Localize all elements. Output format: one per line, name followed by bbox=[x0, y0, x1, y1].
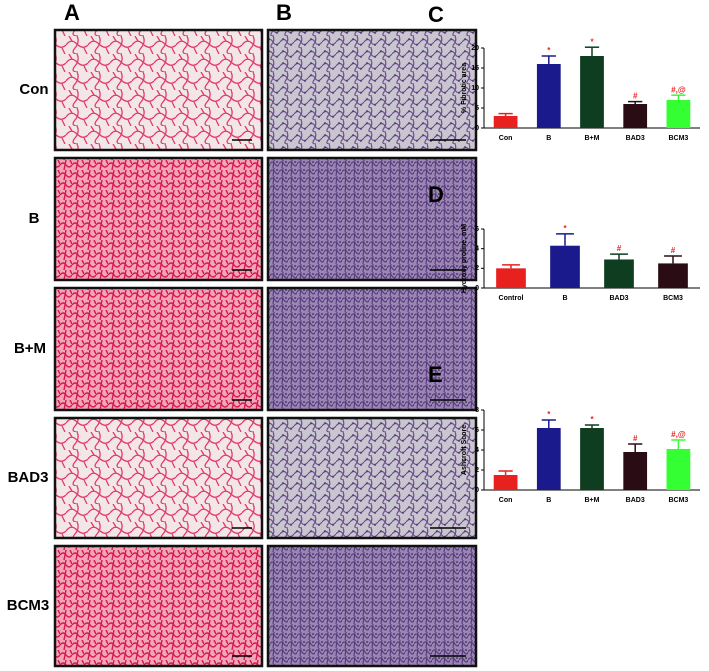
bar bbox=[496, 268, 526, 288]
histology-column-a bbox=[53, 28, 264, 668]
bar bbox=[580, 56, 604, 128]
y-tick-label: 6 bbox=[475, 226, 479, 233]
y-tick-label: 0 bbox=[475, 487, 479, 494]
y-tick-label: 4 bbox=[475, 447, 479, 454]
bar bbox=[493, 116, 518, 128]
y-axis-title: % Fibrotic area bbox=[461, 63, 468, 113]
panel-letter: C bbox=[428, 2, 444, 27]
bar bbox=[580, 428, 604, 490]
y-tick-label: 6 bbox=[475, 427, 479, 434]
y-tick-label: 5 bbox=[475, 105, 479, 112]
y-tick-label: 4 bbox=[475, 246, 479, 253]
x-tick-label: BCM3 bbox=[663, 295, 683, 302]
bar bbox=[623, 104, 648, 128]
bar bbox=[666, 449, 691, 490]
x-tick-label: Con bbox=[499, 497, 513, 504]
x-tick-label: B+M bbox=[585, 135, 600, 142]
significance-label: * bbox=[547, 46, 551, 55]
significance-label: * bbox=[547, 410, 551, 419]
significance-label: * bbox=[590, 415, 594, 424]
significance-label: * bbox=[590, 37, 594, 46]
x-tick-label: BAD3 bbox=[626, 135, 645, 142]
bar bbox=[536, 428, 561, 490]
y-tick-label: 0 bbox=[475, 125, 479, 132]
y-tick-label: 2 bbox=[475, 265, 479, 272]
significance-label: #,@ bbox=[671, 430, 686, 439]
bar bbox=[536, 64, 561, 128]
significance-label: # bbox=[671, 246, 676, 255]
significance-label: * bbox=[563, 224, 567, 233]
y-axis-title: Ashcroft Score bbox=[461, 425, 468, 475]
panel-letter: A bbox=[64, 0, 80, 25]
row-label: B bbox=[29, 210, 40, 227]
bar bbox=[658, 263, 688, 288]
bar bbox=[623, 452, 648, 490]
y-tick-label: 15 bbox=[471, 65, 479, 72]
significance-label: # bbox=[633, 92, 638, 101]
x-tick-label: BCM3 bbox=[668, 135, 688, 142]
bar bbox=[604, 259, 634, 288]
x-tick-label: Control bbox=[499, 295, 524, 302]
significance-label: #,@ bbox=[671, 85, 686, 94]
histology-column-b bbox=[266, 28, 478, 668]
y-tick-label: 8 bbox=[475, 407, 479, 414]
panel-letter: E bbox=[428, 362, 443, 387]
x-tick-label: B bbox=[546, 497, 551, 504]
row-label: B+M bbox=[14, 340, 46, 357]
bar bbox=[550, 245, 580, 288]
x-tick-label: BAD3 bbox=[626, 497, 645, 504]
row-label: BAD3 bbox=[8, 469, 49, 486]
y-axis-title: Hydroxy proline, mM bbox=[461, 224, 468, 293]
row-label: Con bbox=[19, 81, 48, 98]
panel-letter: B bbox=[276, 0, 292, 25]
x-tick-label: B bbox=[546, 135, 551, 142]
row-label: BCM3 bbox=[7, 597, 50, 614]
scale-bars bbox=[232, 139, 466, 657]
y-tick-label: 20 bbox=[471, 45, 479, 52]
panel-letter: D bbox=[428, 182, 444, 207]
significance-label: # bbox=[633, 434, 638, 443]
y-tick-label: 0 bbox=[475, 285, 479, 292]
x-tick-label: B bbox=[562, 295, 567, 302]
x-tick-label: BCM3 bbox=[668, 497, 688, 504]
significance-label: # bbox=[617, 244, 622, 253]
y-tick-label: 2 bbox=[475, 467, 479, 474]
y-tick-label: 10 bbox=[471, 85, 479, 92]
x-tick-label: B+M bbox=[585, 497, 600, 504]
bar bbox=[493, 475, 518, 490]
x-tick-label: Con bbox=[499, 135, 513, 142]
x-tick-label: BAD3 bbox=[609, 295, 628, 302]
bar bbox=[666, 100, 691, 128]
